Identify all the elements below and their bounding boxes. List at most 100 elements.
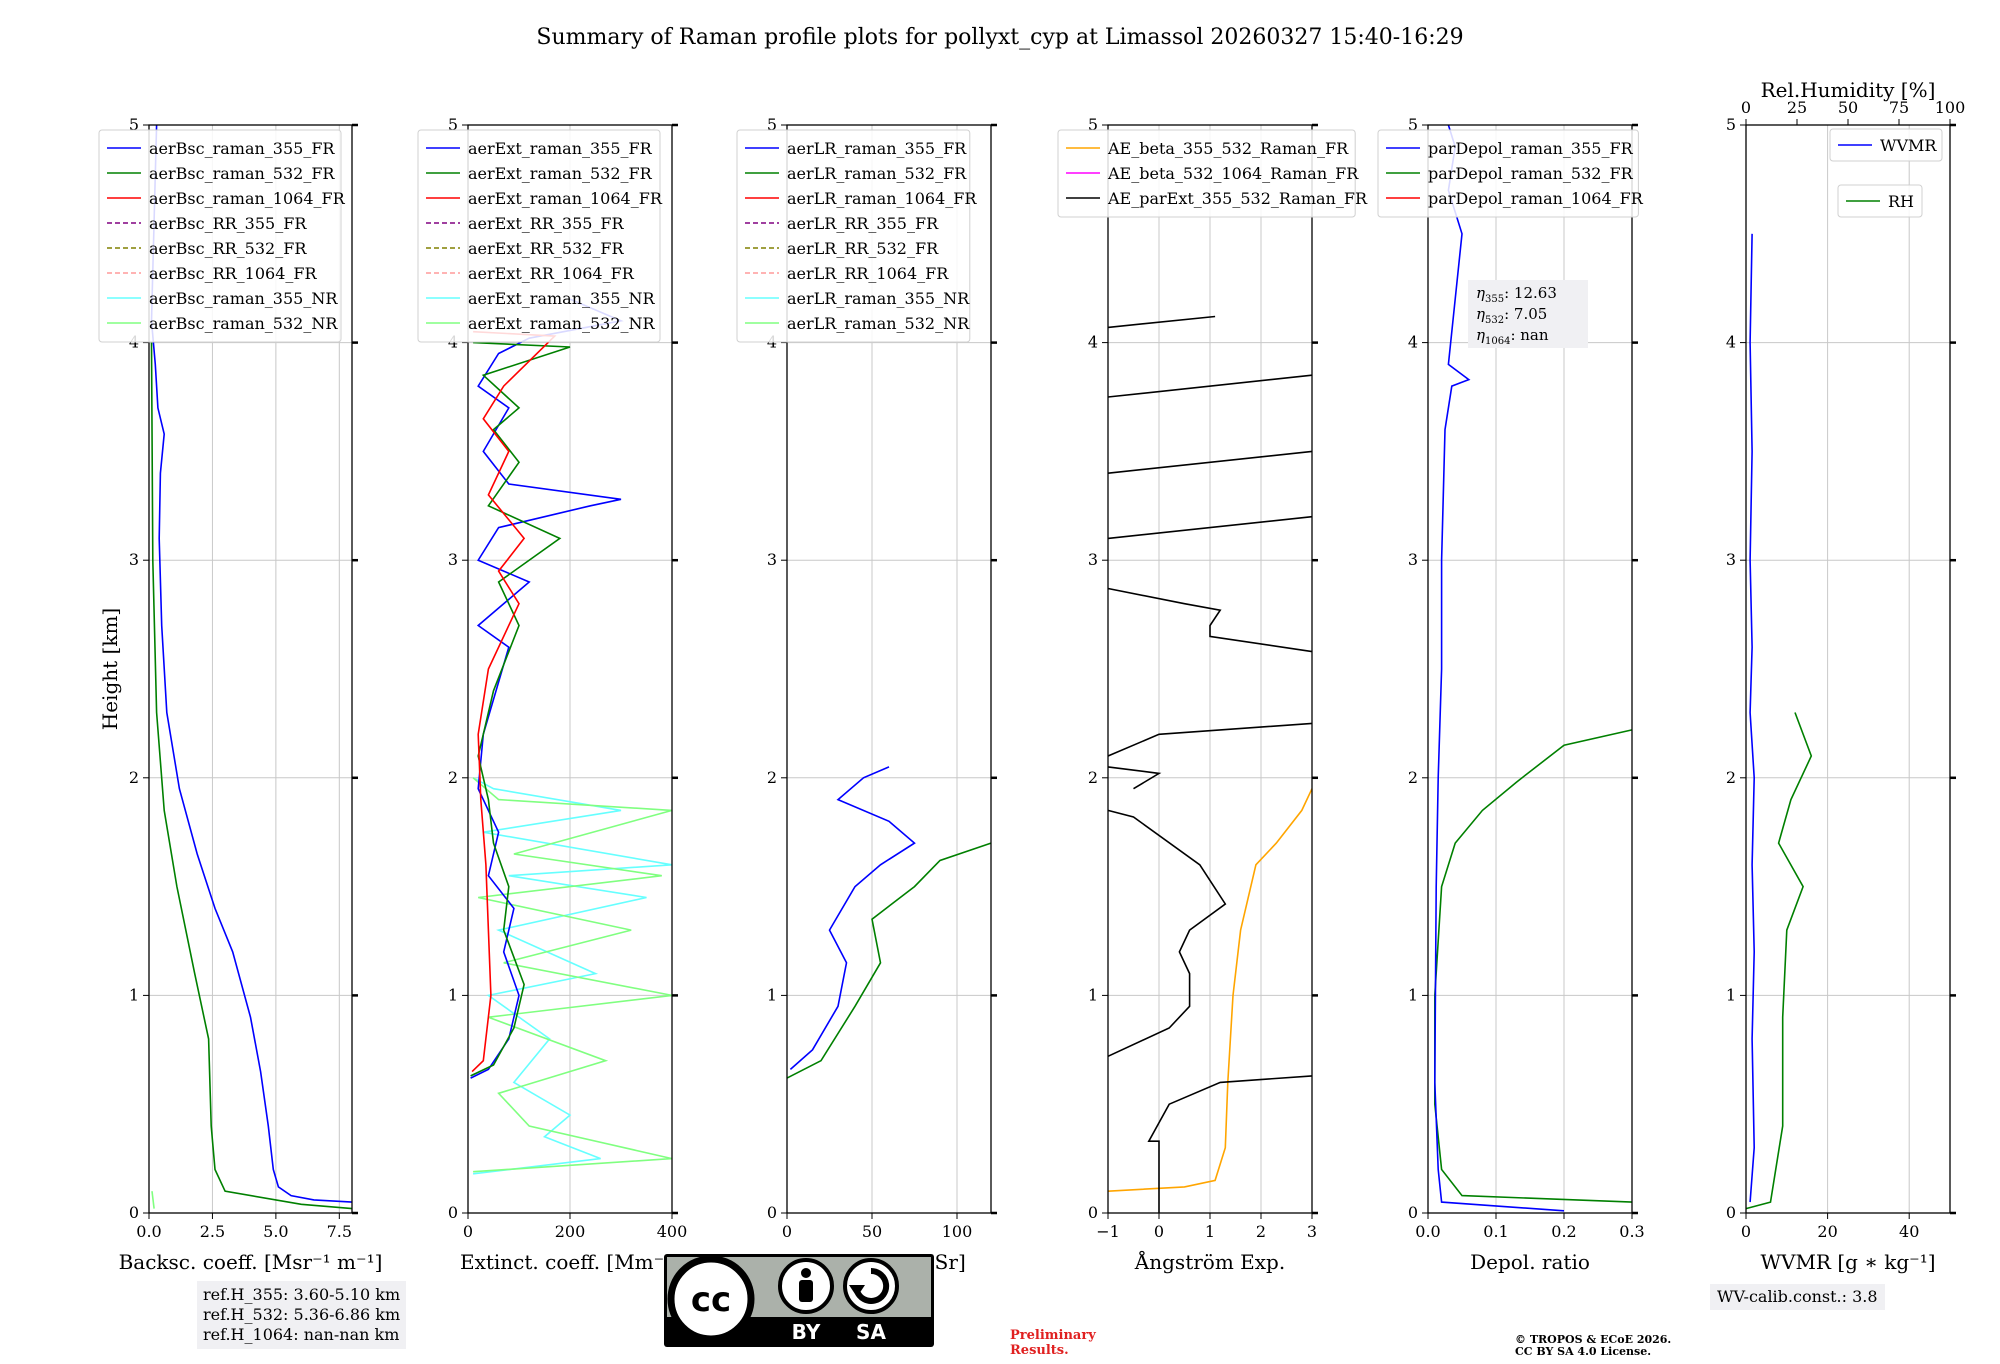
legend-label: AE_parExt_355_532_Raman_FR [1107,189,1368,208]
series-line-aerExt_raman_1064_FR [471,330,557,1073]
y-tick-label: 1 [767,985,777,1004]
series-group [1107,315,1313,1213]
y-tick-label: 4 [1088,333,1098,352]
y-tick-label: 2 [129,768,139,787]
series-line-RH [1745,712,1813,1210]
series-group [1433,124,1633,1212]
x-tick-label: 2.5 [200,1222,225,1241]
legend-label: aerExt_raman_1064_FR [468,189,663,208]
series-line-AE_parExt_355_532_Raman_FR_i [1107,315,1216,329]
reference-height-box: ref.H_355: 3.60-5.10 km ref.H_532: 5.36-… [197,1281,407,1349]
attribution-icon [778,1258,834,1314]
legend-frame [1377,129,1639,218]
x-tick-label: 0 [782,1222,792,1241]
legend-label: aerBsc_raman_532_NR [149,314,338,333]
legend-label: aerLR_raman_532_FR [787,164,967,183]
cc-logo-text: cc [691,1280,731,1320]
panel-lr: 050100012345Lidar ratio [Sr]aerLR_raman_… [736,115,997,1274]
x2-tick-label: 50 [1838,98,1858,117]
series-line-AE_beta_355_532_Raman_FR [1107,788,1313,1192]
y-tick-label: 1 [129,985,139,1004]
y-tick-label: 3 [129,550,139,569]
legend-frame [736,129,971,343]
y-tick-label: 2 [1726,768,1736,787]
y-tick-label: 0 [129,1203,139,1222]
y-tick-label: 3 [767,550,777,569]
series-line-AE_parExt_355_532_Raman_FR_b [1107,809,1227,1058]
wv-calibration-box: WV-calib.const.: 3.8 [1710,1284,1885,1310]
share-alike-icon [843,1258,899,1314]
series-line-AE_parExt_355_532_Raman_FR_h [1107,374,1313,398]
legend-label: aerBsc_raman_355_NR [149,289,338,308]
eta-box [1468,280,1588,348]
y-tick-label: 5 [767,115,777,134]
copyright-note: © TROPOS & ECoE 2026. CC BY SA 4.0 Licen… [1515,1334,1671,1358]
axes-frame [1745,124,1951,1214]
series-line-aerLR_raman_355_FR [789,766,916,1070]
series-line-AE_parExt_355_532_Raman_FR_d [1107,722,1313,757]
series-group [786,766,992,1079]
eta-row: η355: 12.63 [1476,284,1557,305]
series-line-aerBsc_raman_532_FR [150,342,353,1210]
y-tick-label: 5 [1726,115,1736,134]
y-tick-label: 3 [1088,550,1098,569]
ref-height-532: ref.H_532: 5.36-6.86 km [203,1305,401,1324]
panel-ext: 0200400012345Extinct. coeff. [Mm⁻¹]aerEx… [417,115,688,1274]
legend-label: aerExt_raman_355_FR [468,139,653,158]
x-tick-label: 5.0 [263,1222,288,1241]
legend-label: parDepol_raman_1064_FR [1428,189,1644,208]
series-group [150,124,353,1210]
x-tick-label: 0.1 [1483,1222,1508,1241]
series-line-AE_parExt_355_532_Raman_FR [1147,1075,1313,1213]
x-tick-label: 7.5 [327,1222,352,1241]
y-tick-label: 0 [1726,1203,1736,1222]
legend-label: parDepol_raman_355_FR [1428,139,1634,158]
x2-tick-label: 75 [1889,98,1909,117]
series-line-aerBsc_raman_532_NR [151,1191,155,1209]
legend-label: RH [1888,192,1914,211]
y-tick-label: 2 [448,768,458,787]
y-axis-label: Height [km] [98,608,122,730]
legend-label: aerLR_raman_355_FR [787,139,967,158]
series-group [1745,233,1813,1210]
axes-frame [1427,124,1633,1214]
legend-label: aerBsc_RR_1064_FR [149,264,318,283]
x-axis-label: Extinct. coeff. [Mm⁻¹] [460,1250,680,1274]
panel-bsc: 0.02.55.07.5012345Backsc. coeff. [Msr⁻¹ … [98,115,382,1274]
legend-label: aerBsc_raman_355_FR [149,139,335,158]
y-tick-label: 4 [1726,333,1736,352]
legend-label: aerBsc_RR_355_FR [149,214,307,233]
copyright-line-1: © TROPOS & ECoE 2026. [1515,1333,1672,1346]
legend-label: aerLR_RR_355_FR [787,214,939,233]
y-tick-label: 0 [1088,1203,1098,1222]
series-line-aerExt_raman_355_FR [470,298,624,1079]
x-tick-label: 400 [657,1222,688,1241]
legend-label: aerExt_RR_1064_FR [468,264,635,283]
preliminary-results-note: Preliminary Results. [1010,1328,1096,1358]
x-tick-label: 0.0 [136,1222,161,1241]
by-label: BY [792,1320,821,1344]
legend-label: aerBsc_RR_532_FR [149,239,307,258]
legend-label: aerExt_raman_532_NR [468,314,656,333]
legend-label: aerLR_raman_532_NR [787,314,970,333]
x-tick-label: 100 [942,1222,973,1241]
y-tick-label: 0 [448,1203,458,1222]
legend-label: aerLR_RR_532_FR [787,239,939,258]
y-tick-label: 3 [448,550,458,569]
y-tick-label: 1 [1726,985,1736,1004]
x-tick-label: 2 [1256,1222,1266,1241]
legend-label: aerBsc_raman_1064_FR [149,189,346,208]
panel-depol: 0.0 0.1 0.2 0.3 0 1 2 3 4 5 Depol. ratio parDepol_r… [1377,115,1645,1274]
series-group [470,298,673,1175]
y-tick-label: 1 [1088,985,1098,1004]
series-line-WVMR [1749,233,1756,1203]
x-axis-label: Depol. ratio [1470,1250,1590,1274]
x-tick-label: 40 [1899,1222,1919,1241]
legend-label: WVMR [1880,136,1937,155]
legend-label: aerLR_raman_1064_FR [787,189,977,208]
y-tick-label: 5 [129,115,139,134]
x-axis-label: Backsc. coeff. [Msr⁻¹ m⁻¹] [119,1250,383,1274]
y-tick-label: 0 [767,1203,777,1222]
